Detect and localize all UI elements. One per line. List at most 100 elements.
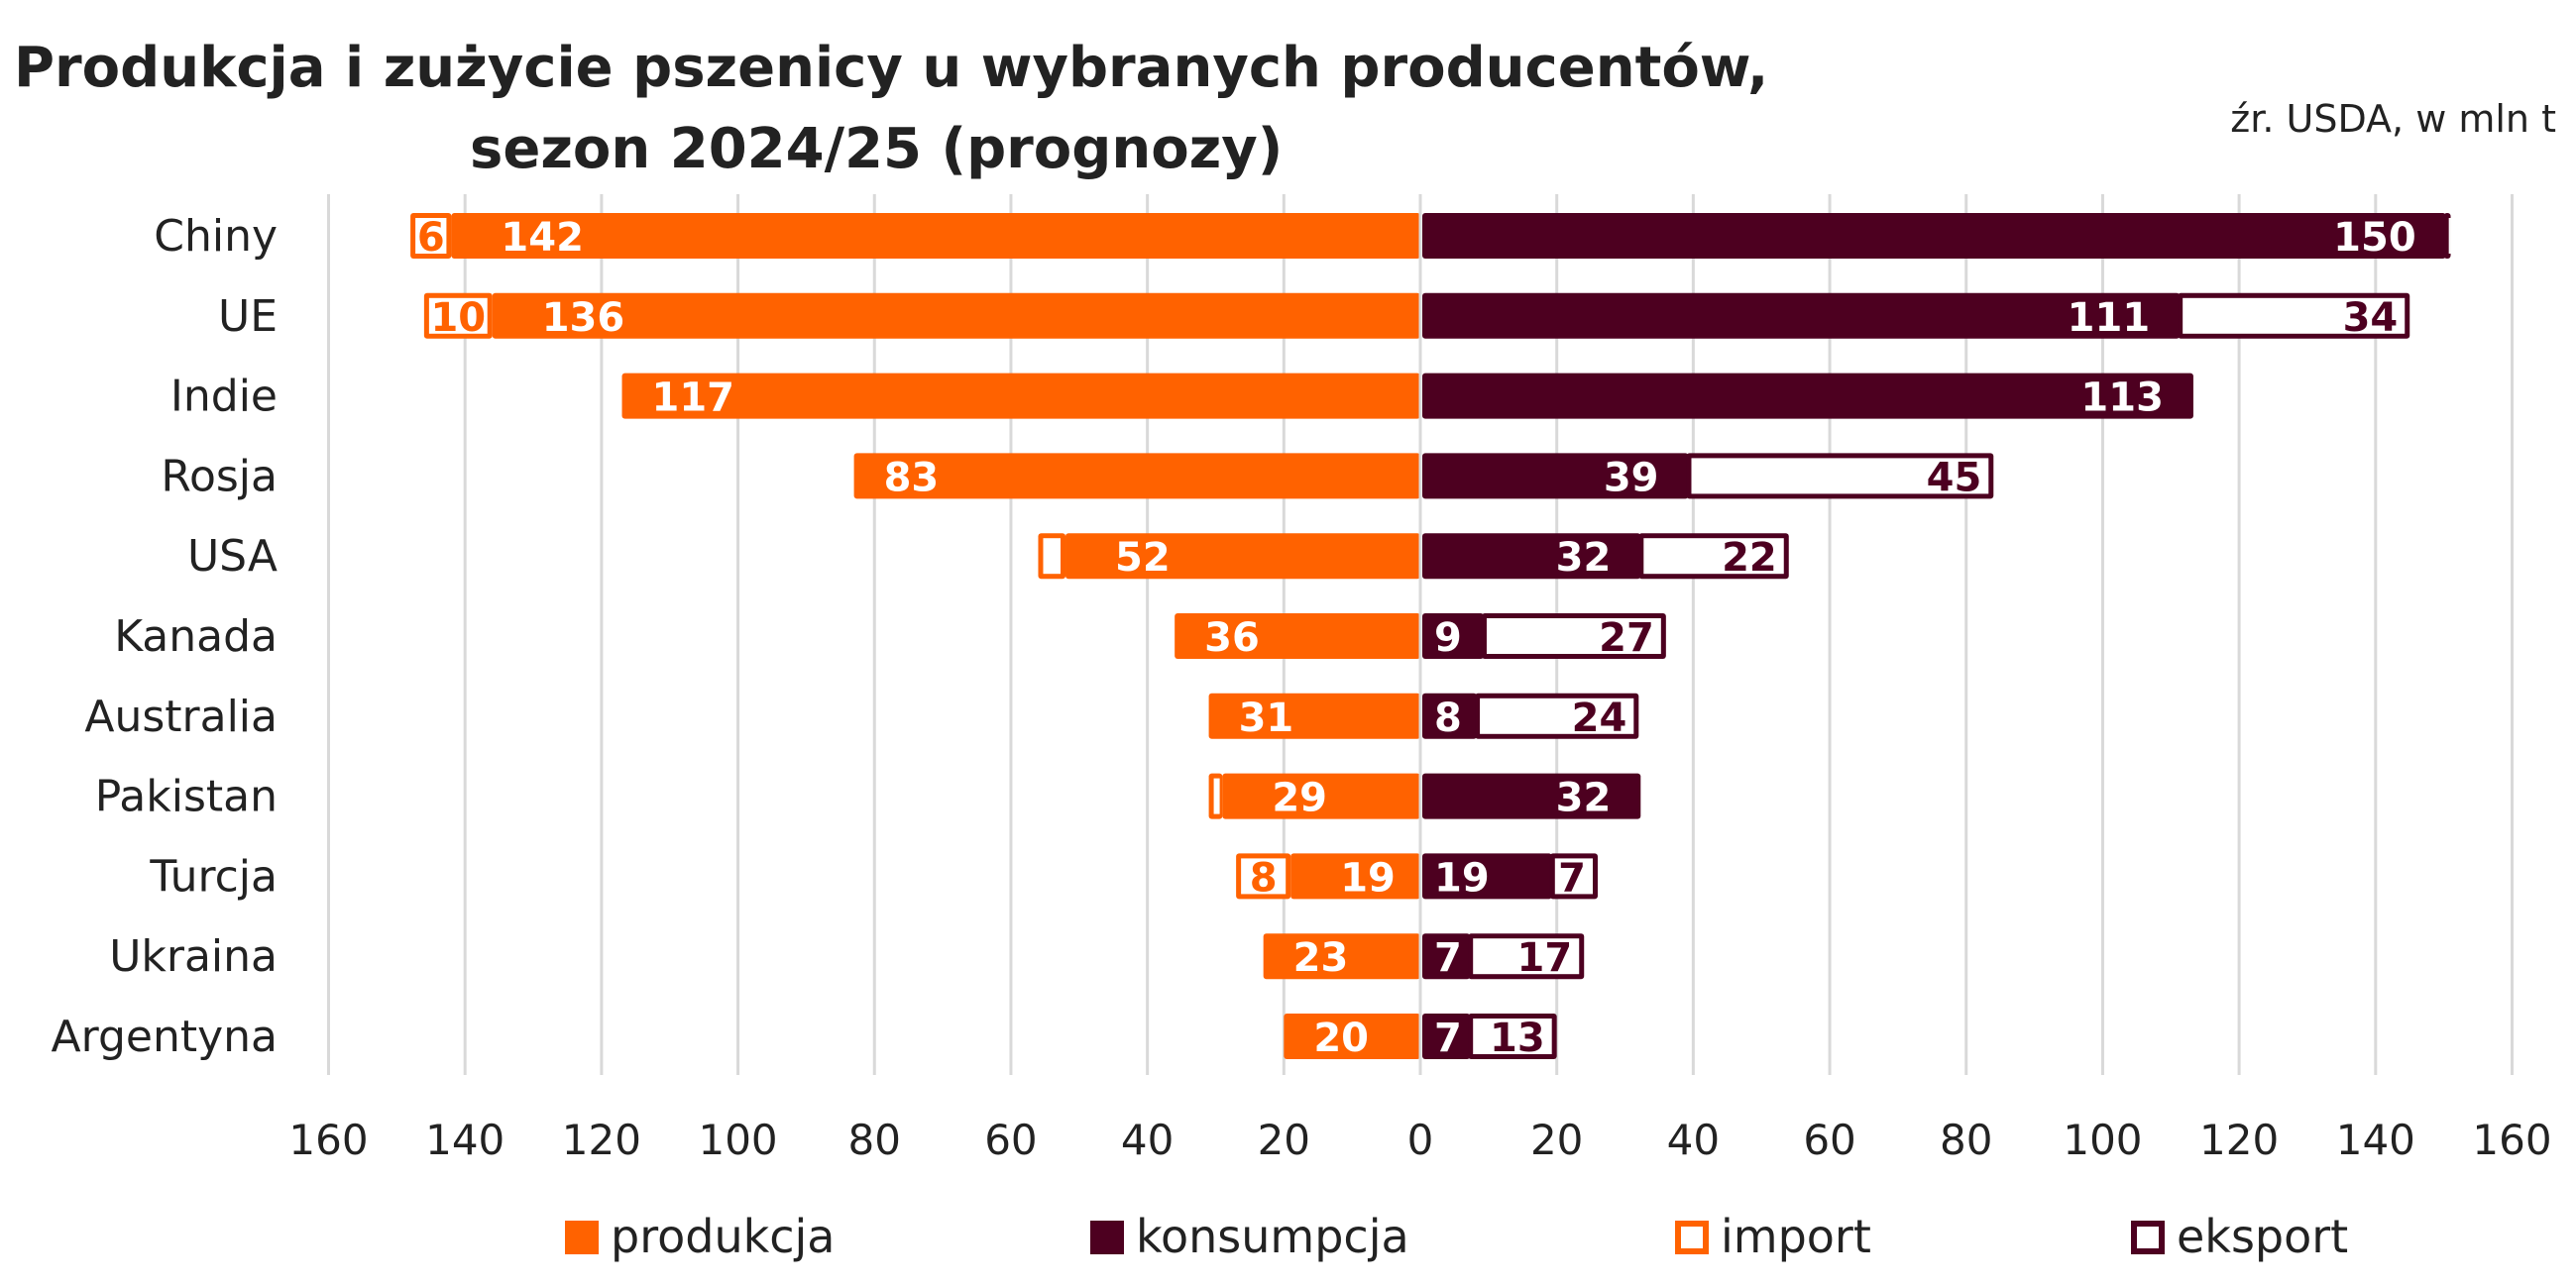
data-label: 7	[1434, 1016, 1462, 1061]
category-label: Turcja	[149, 851, 278, 902]
category-label: Pakistan	[95, 772, 278, 822]
bar-eksport	[1473, 1019, 1552, 1054]
bar-konsumpcja	[1422, 453, 1689, 499]
bar-konsumpcja	[1422, 533, 1641, 580]
bar-produkcja	[492, 292, 1421, 339]
data-label: 8	[1250, 855, 1278, 901]
data-label: 136	[542, 295, 625, 341]
x-tick-label: 120	[562, 1116, 641, 1164]
data-label: 20	[1313, 1016, 1369, 1061]
data-label: 39	[1604, 455, 1659, 500]
category-label: USA	[187, 531, 278, 582]
data-label: 32	[1556, 535, 1612, 581]
legend-swatch-konsumpcja	[1090, 1221, 1124, 1254]
bar-eksport	[1554, 858, 1593, 895]
legend-label-eksport: eksport	[2177, 1210, 2348, 1263]
data-label: 22	[1722, 535, 1777, 581]
data-label: 34	[2343, 295, 2399, 341]
x-tick-label: 80	[848, 1116, 901, 1164]
category-label: Australia	[84, 692, 278, 742]
x-tick-label: 40	[1667, 1116, 1720, 1164]
bar-konsumpcja	[1422, 1014, 1471, 1059]
x-tick-label: 160	[2472, 1116, 2551, 1164]
category-label: Rosja	[161, 451, 278, 501]
data-label: 113	[2080, 376, 2164, 421]
bar-produkcja	[1222, 773, 1420, 819]
legend-swatch-eksport	[2131, 1221, 2165, 1254]
data-label: 24	[1572, 696, 1627, 741]
x-tick-label: 20	[1258, 1116, 1310, 1164]
bar-produkcja	[1290, 853, 1420, 900]
category-label: Argentyna	[52, 1012, 278, 1062]
x-tick-label: 120	[2199, 1116, 2279, 1164]
bar-produkcja	[1208, 693, 1420, 739]
category-label: Ukraina	[109, 931, 278, 982]
data-label: 13	[1490, 1016, 1545, 1061]
data-label: 45	[1927, 455, 1982, 500]
data-label: 10	[430, 295, 486, 341]
bar-eksport	[1480, 698, 1634, 734]
category-label: Chiny	[154, 211, 278, 262]
data-label: 23	[1293, 935, 1349, 981]
bar-eksport	[1486, 618, 1661, 654]
legend-label-import: import	[1721, 1210, 1871, 1263]
bar-konsumpcja	[1422, 853, 1552, 900]
data-label: 19	[1434, 855, 1490, 901]
data-label: 27	[1599, 615, 1654, 661]
x-tick-label: 100	[2063, 1116, 2142, 1164]
data-label: 52	[1115, 535, 1171, 581]
bar-produkcja	[1284, 1014, 1420, 1059]
title-line-1: Produkcja i zużycie pszenicy u wybranych…	[14, 36, 1769, 100]
bar-eksport	[1473, 938, 1580, 975]
bar-eksport	[1691, 458, 1989, 494]
data-label: 36	[1204, 615, 1260, 661]
data-label: 32	[1556, 776, 1612, 821]
category-label: Indie	[170, 372, 278, 422]
bar-produkcja	[451, 213, 1420, 259]
data-label: 8	[1434, 696, 1462, 741]
data-label: 83	[884, 455, 940, 500]
x-tick-label: 0	[1407, 1116, 1434, 1164]
data-label: 7	[1558, 855, 1586, 901]
data-label: 111	[2068, 295, 2151, 341]
x-tick-label: 140	[425, 1116, 504, 1164]
bar-produkcja	[853, 453, 1420, 499]
data-label: 9	[1434, 615, 1462, 661]
data-label: 29	[1272, 776, 1327, 821]
bar-import	[1213, 778, 1220, 814]
category-label: UE	[218, 291, 278, 342]
bar-import	[428, 297, 488, 334]
data-label: 150	[2333, 215, 2416, 261]
bar-import	[415, 218, 447, 254]
bar-konsumpcja	[1422, 373, 2193, 419]
category-label: Kanada	[114, 611, 278, 662]
x-tick-label: 40	[1121, 1116, 1174, 1164]
title-line-2: sezon 2024/25 (prognozy)	[470, 117, 1284, 181]
x-tick-label: 100	[698, 1116, 777, 1164]
data-label: 142	[501, 215, 584, 261]
legend-swatch-import	[1675, 1221, 1709, 1254]
bar-konsumpcja	[1422, 613, 1484, 659]
bar-produkcja	[621, 373, 1420, 419]
legend-swatch-produkcja	[565, 1221, 599, 1254]
x-tick-label: 140	[2336, 1116, 2415, 1164]
bar-produkcja	[1263, 933, 1420, 980]
bar-konsumpcja	[1422, 693, 1478, 739]
bar-import	[1043, 538, 1062, 575]
x-tick-label: 80	[1940, 1116, 1992, 1164]
chart-title: Produkcja i zużycie pszenicy u wybranych…	[14, 28, 1768, 190]
legend-label-produkcja: produkcja	[611, 1210, 836, 1263]
data-label: 117	[652, 376, 735, 421]
source-note: źr. USDA, w mln t	[2230, 97, 2556, 141]
data-label: 17	[1517, 935, 1573, 981]
bar-eksport	[2183, 297, 2406, 334]
data-label: 31	[1239, 696, 1294, 741]
bar-konsumpcja	[1422, 213, 2446, 259]
bar-konsumpcja	[1422, 773, 1641, 819]
bar-produkcja	[1065, 533, 1420, 580]
bar-konsumpcja	[1422, 933, 1471, 980]
data-label: 6	[417, 215, 445, 261]
bar-konsumpcja	[1422, 292, 2181, 339]
x-tick-label: 60	[984, 1116, 1037, 1164]
